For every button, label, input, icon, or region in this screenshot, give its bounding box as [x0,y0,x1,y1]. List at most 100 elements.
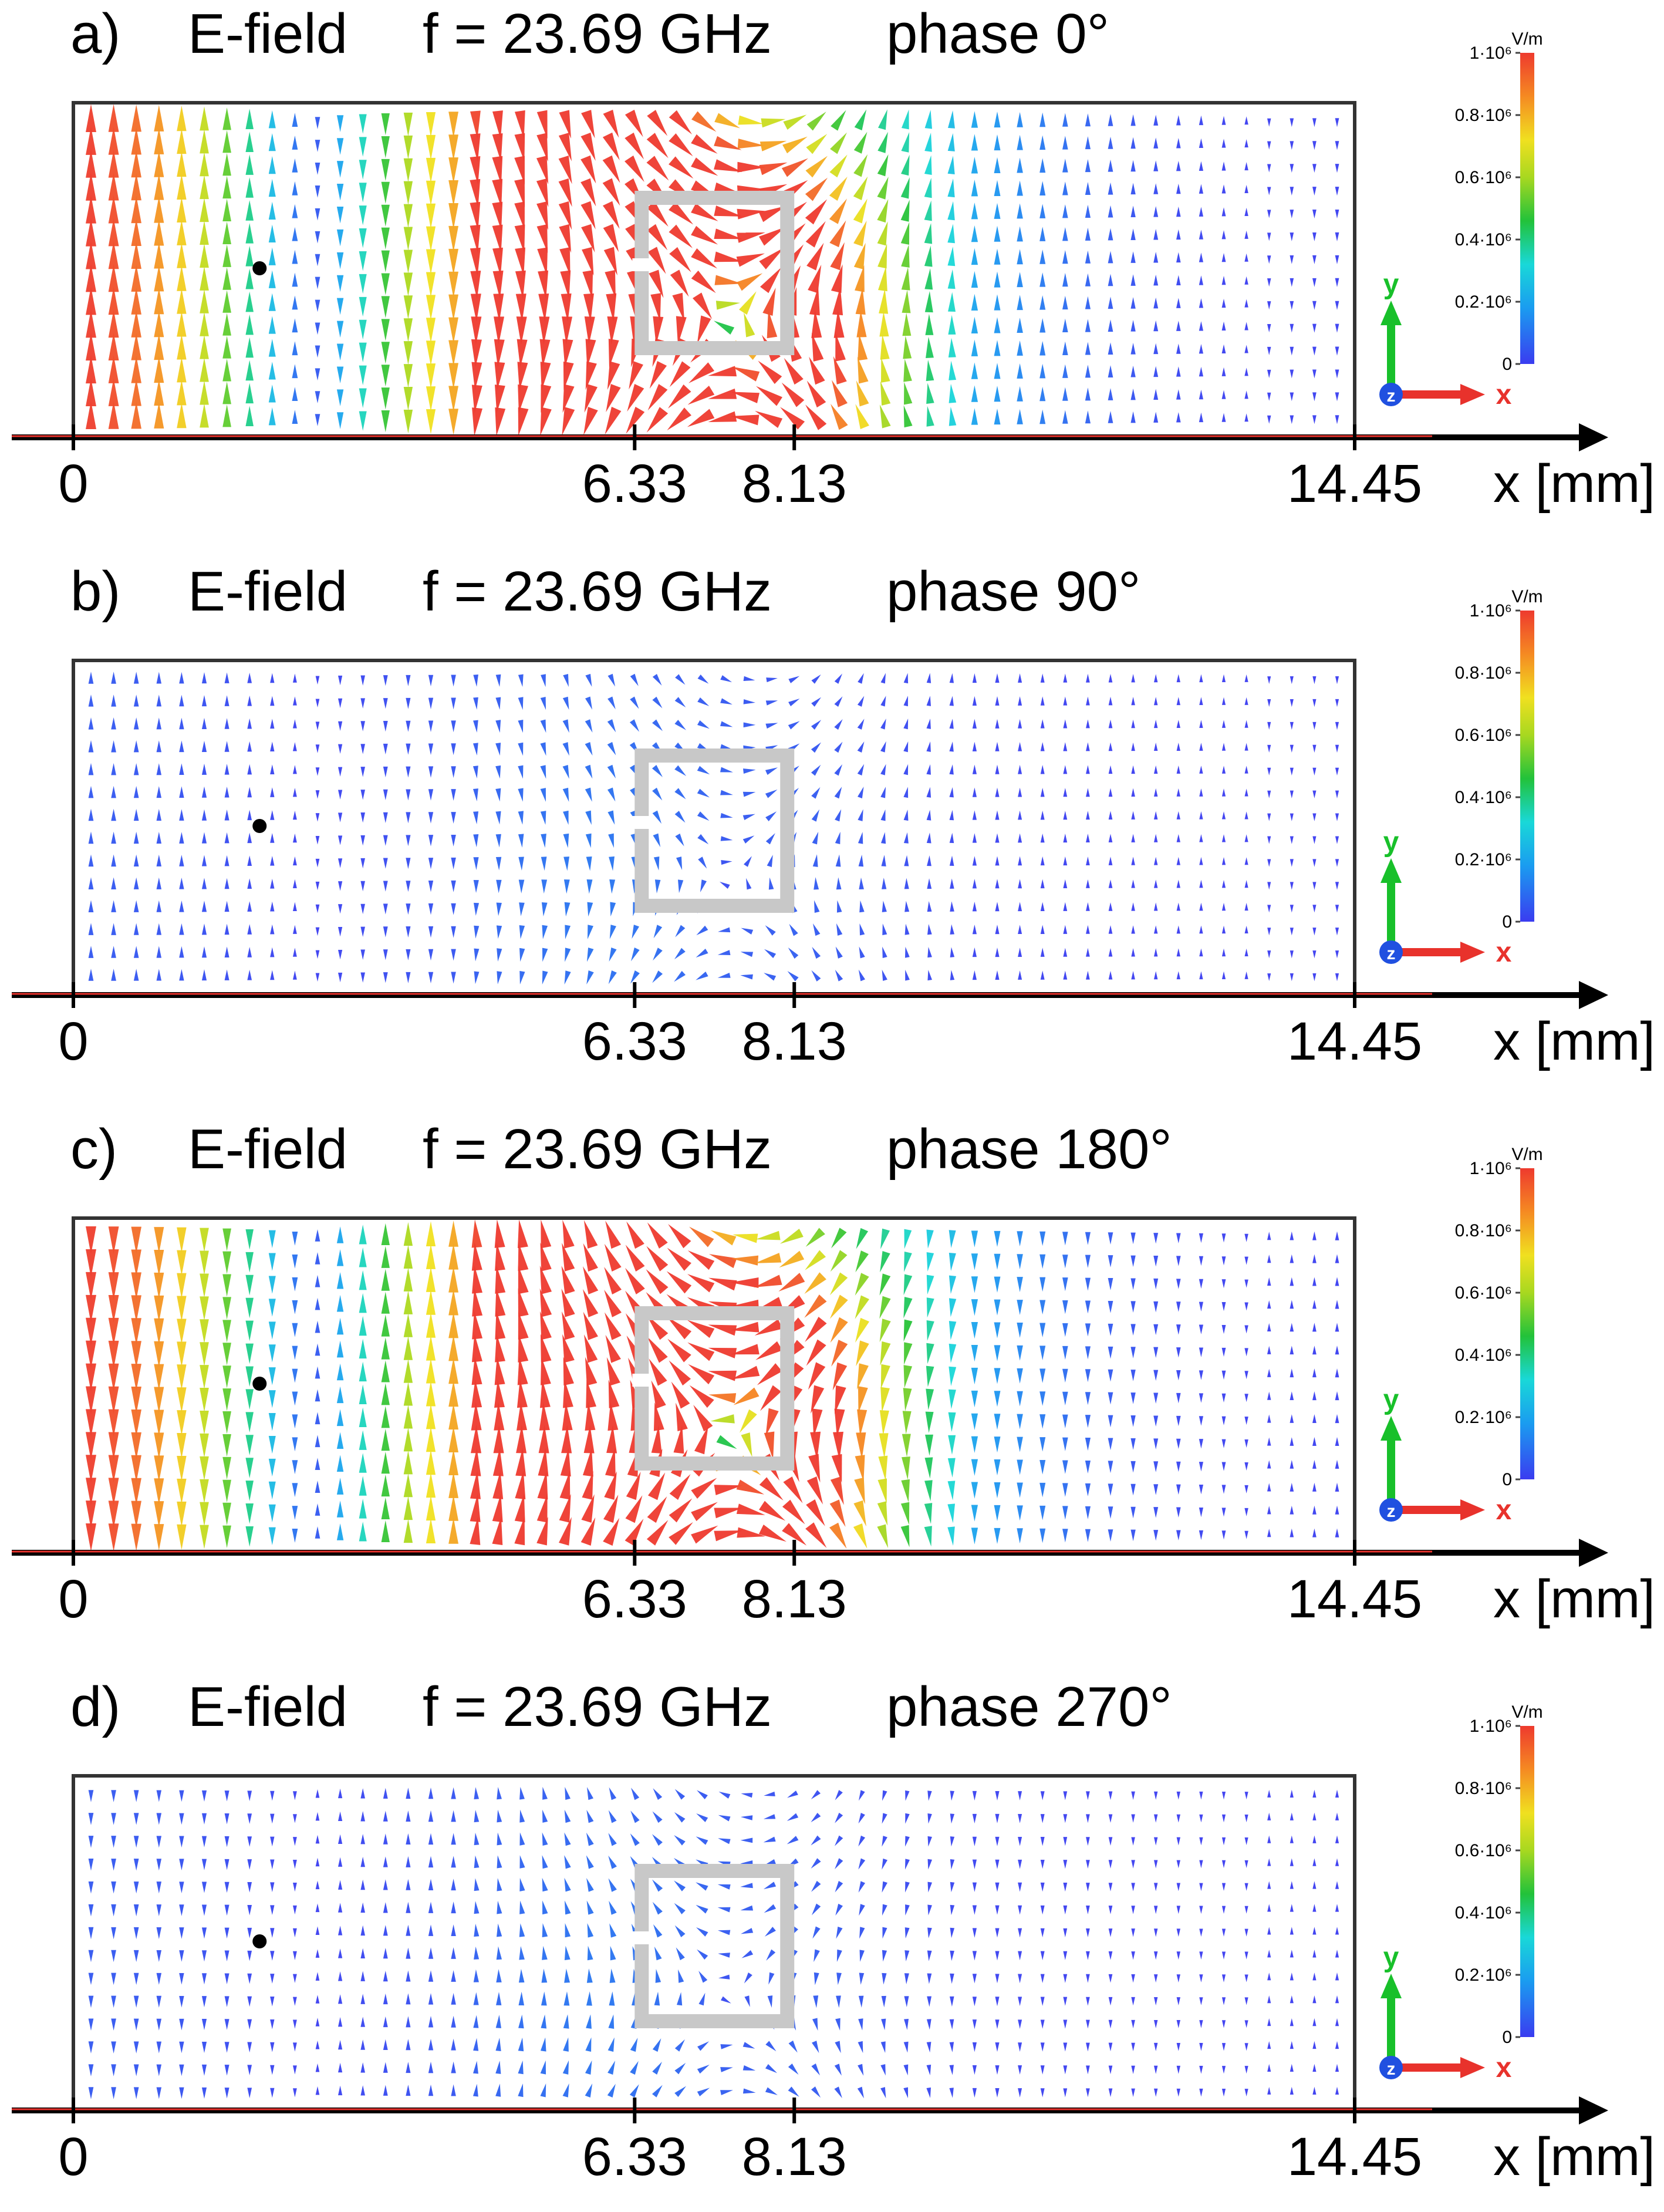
field-arrow [518,1991,525,2006]
field-arrow [383,1948,388,1959]
field-arrow [492,1516,503,1546]
field-arrow [758,360,782,385]
field-arrow [426,1290,436,1315]
field-arrow [1153,720,1158,729]
field-arrow [222,176,231,199]
field-arrow [154,333,164,360]
field-arrow [268,201,276,220]
field-arrow [470,1516,481,1545]
field-arrow [495,720,501,733]
field-arrow [201,855,207,866]
field-arrow [994,225,1001,242]
field-arrow [995,2042,1000,2052]
field-arrow [177,1455,187,1482]
field-arrow [1040,1791,1045,1800]
field-arrow [131,1455,141,1483]
field-arrow [607,719,616,733]
field-arrow [200,198,209,222]
field-arrow [994,340,1001,356]
field-arrow [471,385,482,413]
field-arrow [926,2087,931,2098]
field-arrow [514,178,525,208]
field-arrow [1017,1505,1023,1521]
field-arrow [536,156,549,184]
field-arrow [1335,1858,1339,1866]
field-arrow [586,970,594,984]
field-arrow [495,1265,506,1294]
field-arrow [607,2037,615,2052]
field-arrow [582,270,593,299]
field-arrow [111,2064,116,2076]
field-arrow [630,696,639,709]
field-arrow [1153,2088,1158,2097]
x-tick-label: 8.13 [742,2127,847,2187]
field-arrow [131,150,141,178]
field-arrow [514,133,525,162]
field-arrow [1244,1792,1248,1800]
field-arrow [856,380,869,407]
field-arrow [1086,811,1090,820]
field-arrow [448,112,459,138]
field-arrow [247,1927,252,1938]
field-arrow [1108,205,1113,218]
field-arrow [224,764,229,775]
field-arrow [518,834,524,848]
field-arrow [604,1290,622,1317]
field-arrow [494,385,505,413]
field-arrow [88,763,94,775]
field-arrow [494,1379,505,1408]
field-arrow [740,1883,753,1889]
field-arrow [881,2018,886,2031]
field-arrow [337,698,343,709]
field-arrow [652,2085,663,2098]
field-arrow [448,1518,459,1544]
field-arrow [947,224,955,244]
colorbar [1520,1168,1534,1479]
field-arrow [719,881,730,889]
field-arrow [292,673,297,683]
field-arrow [1108,742,1113,751]
field-arrow [1244,766,1248,774]
field-arrow [1199,1974,1203,1982]
field-arrow [1290,415,1294,424]
field-arrow [1153,1951,1158,1960]
field-arrow [857,719,865,730]
field-arrow [406,1901,411,1913]
field-arrow [949,1366,957,1386]
field-arrow [403,181,413,205]
field-arrow [1153,1438,1159,1449]
field-arrow [268,1230,276,1248]
field-arrow [154,150,164,177]
field-arrow [1267,1881,1271,1889]
field-arrow [359,1430,367,1450]
field-arrow [858,809,863,821]
field-arrow [492,270,504,299]
field-arrow [133,1972,139,1985]
field-arrow [715,301,741,310]
field-arrow [651,1425,662,1454]
field-arrow [1131,1883,1135,1891]
field-arrow [559,247,571,276]
field-arrow [625,155,644,182]
field-arrow [1267,324,1271,333]
field-arrow [903,335,912,359]
field-arrow [947,1458,956,1478]
field-arrow [647,1496,667,1523]
field-arrow [1131,2042,1135,2052]
field-arrow [584,384,598,413]
field-arrow [224,946,229,958]
field-arrow [1153,229,1159,240]
field-arrow [1131,696,1135,706]
field-arrow [1199,1256,1204,1266]
field-arrow [755,1341,783,1360]
field-arrow [1312,973,1317,982]
field-arrow [674,720,686,730]
field-arrow [1153,1324,1159,1336]
field-arrow [832,286,843,316]
field-arrow [905,1904,910,1916]
field-arrow [336,229,344,247]
triad-y-label: y [1383,1384,1399,1415]
field-arrow [1063,925,1068,934]
field-arrow [177,402,187,429]
field-arrow [177,105,187,131]
